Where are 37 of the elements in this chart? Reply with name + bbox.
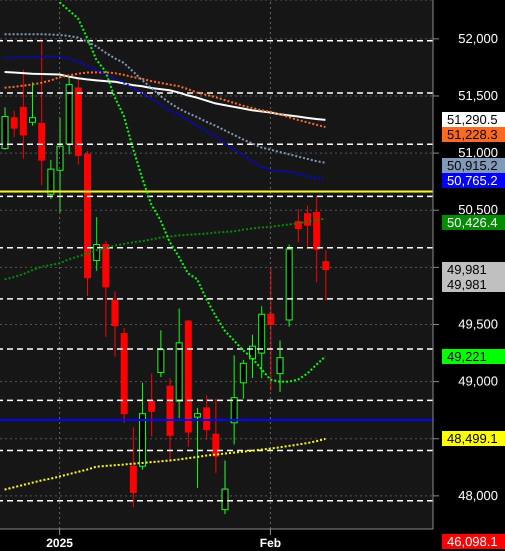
y-tick-label: 49,500 bbox=[458, 316, 498, 332]
candlestick bbox=[304, 205, 311, 250]
y-tick-label: 51,000 bbox=[458, 145, 498, 160]
y-tick-label: 50,500 bbox=[458, 202, 498, 218]
text: 50,765.2 bbox=[442, 173, 505, 188]
candlestick bbox=[157, 330, 164, 378]
candlestick bbox=[294, 208, 302, 243]
line-series bbox=[4, 33, 326, 164]
text: 49,221 bbox=[442, 348, 505, 364]
candlestick bbox=[148, 373, 156, 437]
candlestick bbox=[249, 334, 256, 379]
candlestick bbox=[267, 266, 274, 392]
candlestick bbox=[240, 359, 247, 400]
text: 49,981 bbox=[442, 277, 505, 292]
candlestick bbox=[29, 82, 36, 126]
y-tick-label: 51,500 bbox=[458, 88, 498, 103]
x-tick-label: Feb bbox=[260, 536, 282, 550]
candlestick bbox=[203, 394, 210, 440]
candlestick bbox=[93, 216, 100, 272]
text: 50,915.2 bbox=[442, 158, 505, 174]
line-series bbox=[4, 56, 326, 181]
text: 46,098.1 bbox=[442, 534, 505, 549]
text: 50,426.4 bbox=[442, 215, 505, 230]
text: 48,499.1 bbox=[442, 431, 505, 446]
x-tick-label: 2025 bbox=[46, 536, 74, 550]
candlestick bbox=[194, 407, 201, 488]
y-tick-label: 52,000 bbox=[458, 30, 498, 46]
candlestick bbox=[56, 117, 64, 214]
text: 51,228.3 bbox=[442, 127, 505, 142]
text: 51,290.5 bbox=[442, 112, 505, 128]
y-tick-label: 48,000 bbox=[458, 488, 498, 503]
candlestick bbox=[222, 460, 228, 515]
candlestick bbox=[322, 250, 330, 301]
candlestick bbox=[10, 110, 18, 138]
candlestick bbox=[212, 398, 220, 474]
text: 49,981 bbox=[442, 262, 505, 278]
y-tick-label: 49,000 bbox=[458, 374, 498, 389]
